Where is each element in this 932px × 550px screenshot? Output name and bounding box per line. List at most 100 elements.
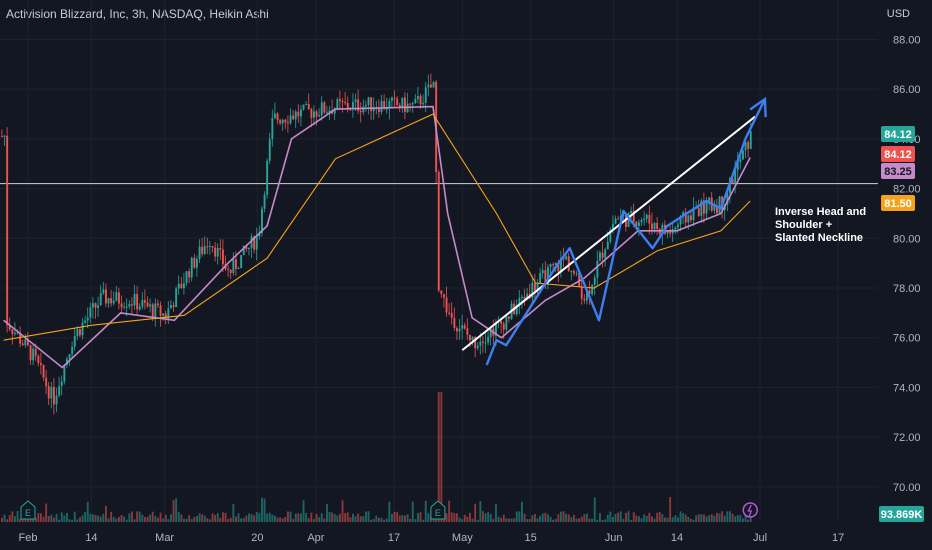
grid <box>0 0 878 522</box>
volume-bar <box>120 515 123 522</box>
candle-body <box>159 305 162 316</box>
volume-bar <box>513 518 516 522</box>
candle-body <box>601 252 604 258</box>
candle-body <box>404 97 406 113</box>
candle-body <box>549 264 552 267</box>
candle-body <box>547 266 549 285</box>
volume-bar <box>684 514 687 522</box>
candle-body <box>284 119 287 123</box>
candle-body <box>313 111 315 118</box>
volume-bar <box>19 518 22 522</box>
volume-bar <box>489 514 492 522</box>
volume-bar <box>185 518 188 522</box>
volume-bar <box>320 513 323 522</box>
candle-body <box>409 103 412 105</box>
volume-bar <box>211 513 214 522</box>
volume-bar <box>502 514 505 522</box>
candle-body <box>99 293 102 306</box>
candle-body <box>669 231 672 234</box>
volume-bar <box>341 500 344 522</box>
volume-bar <box>744 512 747 522</box>
candle-body <box>690 215 692 221</box>
volume-bar <box>385 518 388 522</box>
x-tick-label: May <box>452 532 473 544</box>
candle-body <box>599 252 601 261</box>
candle-body <box>76 329 79 336</box>
candle-body <box>536 283 539 291</box>
candle-body <box>674 227 677 230</box>
volume-bar <box>73 511 76 522</box>
candle-body <box>731 178 734 184</box>
candle-body <box>401 97 404 109</box>
volume-bar <box>359 516 362 522</box>
volume-bar <box>34 517 37 522</box>
volume-bar <box>482 511 484 522</box>
volume-bar <box>476 519 479 522</box>
candle-body <box>469 334 471 341</box>
candle-body <box>687 215 690 223</box>
volume-bar <box>580 516 583 522</box>
candle-body <box>58 386 61 396</box>
neckline <box>461 115 756 351</box>
x-tick-label: Jun <box>605 532 623 544</box>
volume-bar <box>500 517 503 522</box>
volume-bar <box>609 511 612 522</box>
volume-bar <box>313 519 315 522</box>
candle-body <box>370 97 373 112</box>
volume-bar <box>370 519 373 522</box>
volume-bar <box>167 519 170 522</box>
volume-bar <box>68 519 71 522</box>
y-tick-label: 74.00 <box>893 382 921 394</box>
volume-bar <box>237 513 240 522</box>
candle-body <box>466 328 469 335</box>
candle-body <box>625 215 627 227</box>
candle-body <box>396 98 399 105</box>
candle-body <box>297 111 300 117</box>
volume-bar <box>575 518 578 522</box>
volume-bar <box>666 517 669 522</box>
x-tick-label: 20 <box>251 532 263 544</box>
candle-body <box>237 268 240 270</box>
candle-body <box>235 259 237 269</box>
candle-body <box>34 348 37 356</box>
candle-body <box>570 270 573 272</box>
candle-body <box>526 293 529 300</box>
candle-body <box>89 307 92 318</box>
volume-bar <box>617 512 620 522</box>
volume-bar <box>544 512 547 522</box>
volume-bar <box>141 514 144 522</box>
candle-body <box>27 339 29 346</box>
candle-body <box>744 142 747 151</box>
y-tick-label: 70.00 <box>893 482 921 494</box>
y-tick-label: 82.00 <box>893 184 921 196</box>
candle-body <box>677 224 679 228</box>
volume-bar <box>172 499 175 522</box>
volume-bar <box>718 513 721 522</box>
candle-body <box>37 355 40 364</box>
candle-body <box>32 348 35 361</box>
candle-body <box>300 109 302 117</box>
volume-bar <box>336 515 339 522</box>
candle-body <box>380 101 383 113</box>
volume-bar <box>271 514 274 522</box>
volume-bar <box>219 517 222 522</box>
volume-bar <box>6 519 9 522</box>
volume-bar <box>417 512 419 522</box>
volume-bar <box>409 518 412 522</box>
candle-body <box>258 233 261 237</box>
candle-body <box>456 328 458 332</box>
volume-bar <box>661 514 664 522</box>
candle-body <box>419 96 422 105</box>
candle-body <box>141 300 144 307</box>
volume-bar <box>396 512 399 522</box>
volume-bar <box>157 517 159 522</box>
candle-body <box>437 172 440 291</box>
volume-bar <box>393 511 396 522</box>
volume-bar <box>227 519 230 522</box>
candle-body <box>573 270 575 274</box>
candle-body <box>463 325 466 329</box>
volume-bar <box>547 514 549 522</box>
volume-bar <box>154 516 157 522</box>
y-tick-label: 88.00 <box>893 35 921 47</box>
